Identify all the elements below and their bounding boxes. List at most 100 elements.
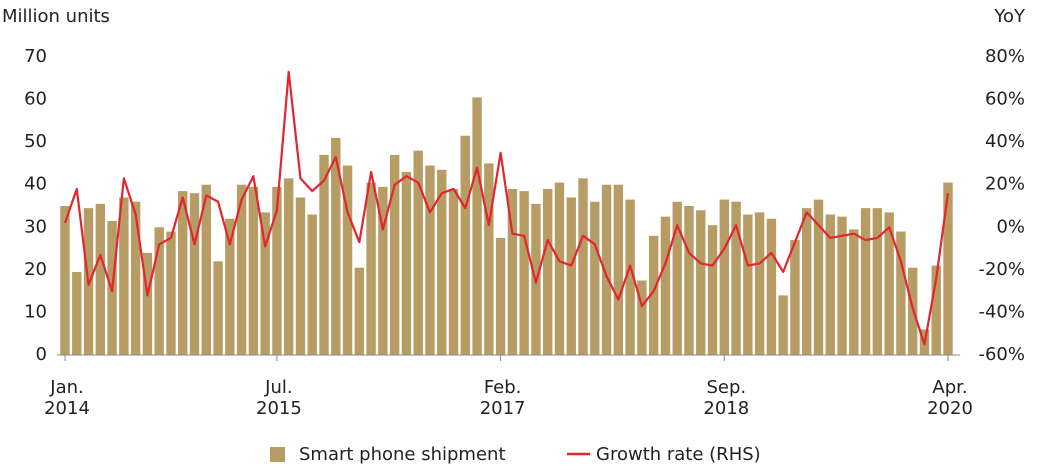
y2-tick-label: -60% — [978, 344, 1025, 365]
bar — [872, 208, 883, 355]
bar — [543, 188, 553, 355]
x-tick-label: Feb. 2017 — [479, 377, 526, 419]
bar — [437, 169, 447, 355]
bar — [778, 295, 788, 355]
bar — [802, 208, 812, 355]
x-tick-label: Jan. 2014 — [44, 377, 90, 419]
bar — [707, 225, 718, 355]
legend-label: Smart phone shipment — [299, 444, 506, 465]
bar — [495, 237, 506, 355]
bar — [743, 214, 753, 355]
bar — [825, 214, 835, 355]
bar — [660, 216, 671, 355]
bar — [625, 199, 635, 355]
bar — [566, 197, 576, 355]
bar — [119, 197, 129, 355]
bar — [731, 201, 741, 355]
bar — [295, 197, 306, 355]
bar — [342, 165, 353, 355]
y-tick-label: 30 — [24, 216, 47, 237]
y-tick-label: 50 — [24, 131, 47, 152]
bar — [366, 182, 376, 355]
bar — [307, 214, 317, 355]
bar — [719, 199, 730, 355]
bar — [943, 182, 953, 355]
bar — [260, 212, 270, 355]
bar — [849, 229, 859, 355]
bar — [142, 252, 153, 355]
bar — [613, 184, 624, 355]
x-tick-label: Jul. 2015 — [256, 377, 302, 419]
bar — [766, 218, 777, 355]
bar — [283, 178, 294, 355]
bar — [790, 240, 800, 355]
bar — [507, 188, 518, 355]
bar — [166, 231, 176, 355]
bar — [248, 186, 259, 355]
bar — [236, 184, 247, 355]
y2-tick-label: 60% — [985, 89, 1025, 110]
bar — [484, 163, 494, 355]
y-tick-label: 10 — [24, 301, 47, 322]
y2-tick-label: 80% — [985, 46, 1025, 67]
bar — [601, 184, 612, 355]
bar — [684, 206, 694, 355]
bar — [448, 188, 459, 355]
bar — [130, 201, 141, 355]
legend-label: Growth rate (RHS) — [596, 444, 761, 465]
y2-tick-label: 40% — [985, 131, 1025, 152]
bar — [672, 201, 682, 355]
bar — [860, 208, 871, 355]
y2-axis-label: YoY — [993, 6, 1026, 27]
x-tick-label: Apr. 2020 — [927, 377, 973, 419]
bar — [460, 135, 470, 355]
bar — [178, 191, 188, 355]
bar — [72, 271, 82, 355]
bar — [519, 191, 529, 355]
bar — [813, 199, 824, 355]
bar — [884, 212, 894, 355]
bar — [837, 216, 847, 355]
y-tick-label: 60 — [24, 89, 47, 110]
bar — [413, 150, 423, 355]
bar — [201, 184, 211, 355]
legend-swatch — [270, 447, 285, 462]
bar — [401, 171, 412, 355]
y-tick-label: 70 — [24, 46, 47, 67]
bar — [319, 154, 329, 355]
bar — [637, 280, 647, 355]
y-tick-label: 0 — [36, 344, 47, 365]
bar — [590, 201, 600, 355]
y-tick-label: 40 — [24, 174, 47, 195]
bar — [425, 165, 435, 355]
bar — [154, 227, 164, 355]
bar — [931, 265, 941, 355]
bar — [389, 154, 400, 355]
bar — [378, 186, 388, 355]
bar — [95, 203, 106, 355]
bar — [225, 218, 235, 355]
bar — [354, 267, 365, 355]
y-tick-label: 20 — [24, 259, 47, 280]
bar — [578, 178, 588, 355]
growth-line — [63, 70, 950, 346]
bar — [554, 182, 565, 355]
y-axis-label: Million units — [2, 6, 110, 27]
y2-tick-label: -40% — [978, 301, 1025, 322]
bar — [696, 210, 706, 355]
x-tick-label: Sep. 2018 — [703, 377, 750, 419]
y2-tick-label: 0% — [996, 216, 1025, 237]
bar — [754, 212, 765, 355]
bar — [213, 261, 223, 355]
y2-tick-label: -20% — [978, 259, 1025, 280]
bar — [331, 137, 341, 355]
y2-tick-label: 20% — [985, 174, 1025, 195]
bar — [648, 235, 659, 355]
bar — [896, 231, 906, 355]
bar — [272, 186, 282, 355]
bar — [60, 206, 70, 355]
bar — [472, 97, 482, 355]
bar — [189, 193, 200, 355]
